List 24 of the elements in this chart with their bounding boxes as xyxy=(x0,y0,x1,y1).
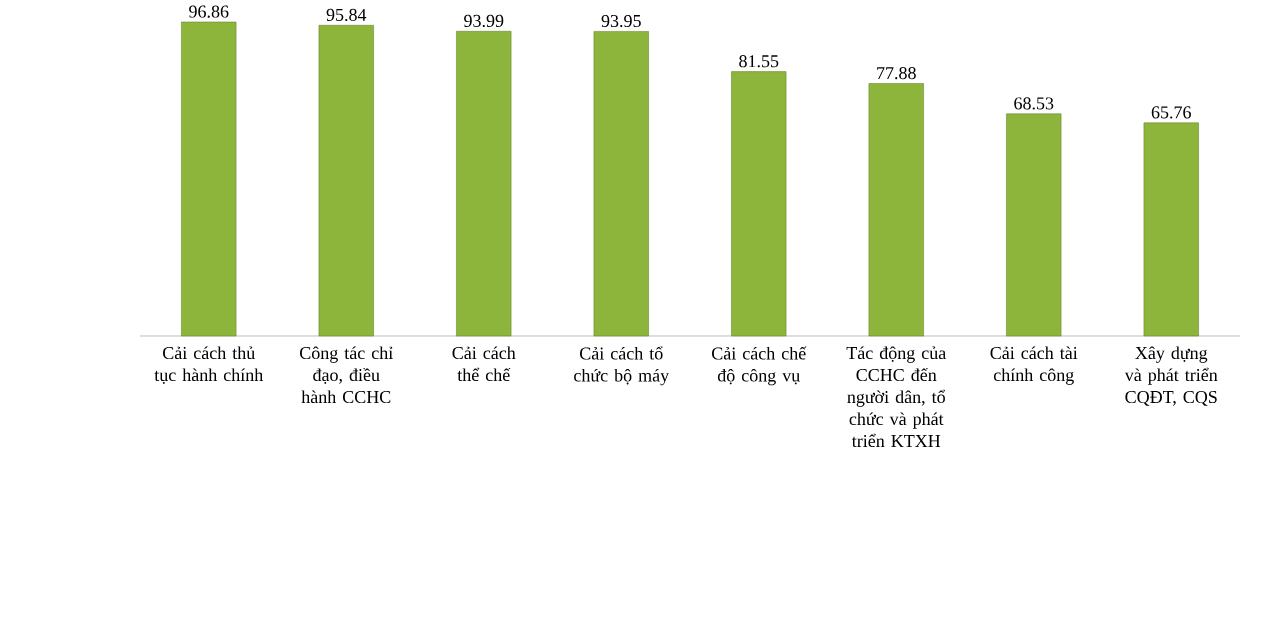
x-tick-label: Cải cách tổ chức bộ máy xyxy=(574,346,670,386)
data-label: 68.53 xyxy=(1014,97,1054,110)
data-label: 65.76 xyxy=(1151,106,1191,119)
x-tick-label: Cải cách thể chế xyxy=(452,346,516,382)
bar xyxy=(731,71,787,337)
x-tick-label: Cải cách tài chính công xyxy=(990,346,1078,385)
data-label: 93.95 xyxy=(601,14,641,28)
bar xyxy=(456,31,512,337)
x-tick-label: Cải cách thủ tục hành chính xyxy=(154,346,264,384)
data-label: 77.88 xyxy=(877,67,916,80)
bar xyxy=(1006,113,1062,337)
data-label: 96.86 xyxy=(189,5,229,18)
data-label: 81.55 xyxy=(739,55,779,68)
x-tick-label: Cải cách chế độ công vụ xyxy=(712,346,807,386)
x-tick-label: Tác động của CCHC đến người dân, tổ chức và phát triển KTXH xyxy=(846,346,946,448)
x-tick-label: Công tác chỉ đạo, điều hành CCHC xyxy=(300,346,393,404)
bar xyxy=(868,83,924,337)
bar xyxy=(181,21,237,337)
bar xyxy=(1143,122,1199,337)
bar xyxy=(318,25,374,337)
bar xyxy=(593,31,649,337)
data-label: 93.99 xyxy=(464,14,504,28)
data-label: 95.84 xyxy=(326,8,367,22)
x-tick-label: Xây dựng và phát triển CQĐT, CQS xyxy=(1124,346,1218,406)
